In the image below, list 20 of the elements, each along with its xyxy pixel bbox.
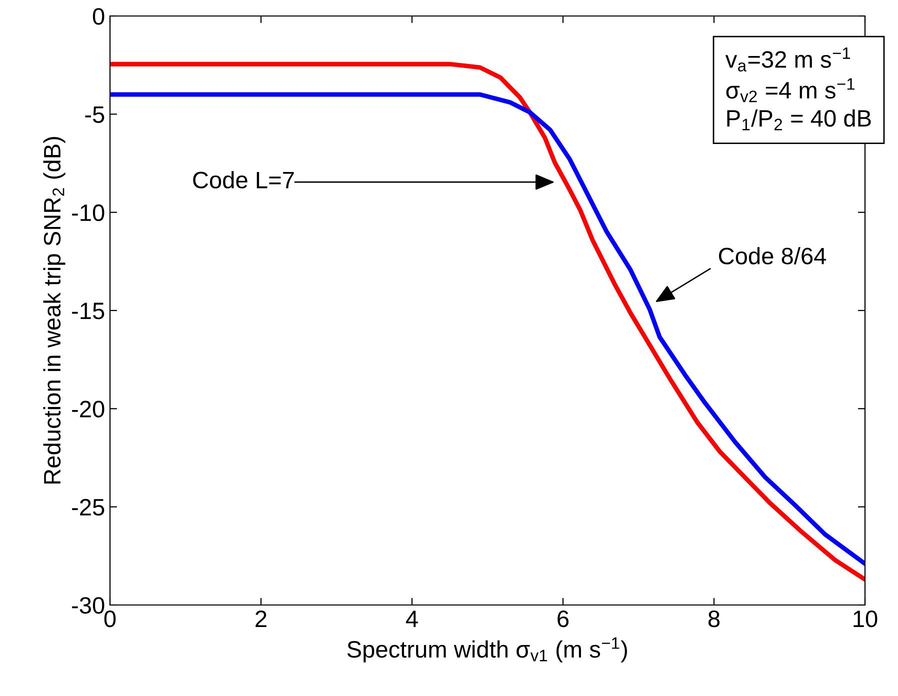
y-tick-label: -10 xyxy=(72,204,104,222)
x-tick-label: 6 xyxy=(558,610,569,628)
x-tick-label: 2 xyxy=(256,610,266,627)
y-tick-label: -30 xyxy=(72,597,104,614)
annotation: v$_{a}$=32 m s$^{−1}$ xyxy=(725,48,850,72)
x-axis-title: Spectrum width σ$_{v1}$ (m s$^{−1}$) xyxy=(347,637,627,662)
annotation: P$_{1}$/P$_{2}$ = 40 dB xyxy=(727,109,871,130)
y-tick-label: -25 xyxy=(72,498,104,516)
y-tick-label: 0 xyxy=(92,8,104,25)
annotation: Code 8/64 xyxy=(718,247,826,264)
y-tick-label: -20 xyxy=(72,400,104,418)
y-tick-label: -5 xyxy=(85,106,104,123)
annotation: Code L=7 xyxy=(193,171,294,188)
annotation: σ$_{v2}$ =4 m s$^{−1}$ xyxy=(726,78,855,102)
y-axis-title: Reduction in weak trip SNR$_{2}$ (dB) xyxy=(43,137,66,484)
y-tick-label: -15 xyxy=(72,302,104,320)
x-tick-label: 4 xyxy=(406,610,418,627)
x-tick-label: 10 xyxy=(854,610,878,628)
x-tick-label: 0 xyxy=(104,610,116,628)
x-tick-label: 8 xyxy=(708,610,720,628)
